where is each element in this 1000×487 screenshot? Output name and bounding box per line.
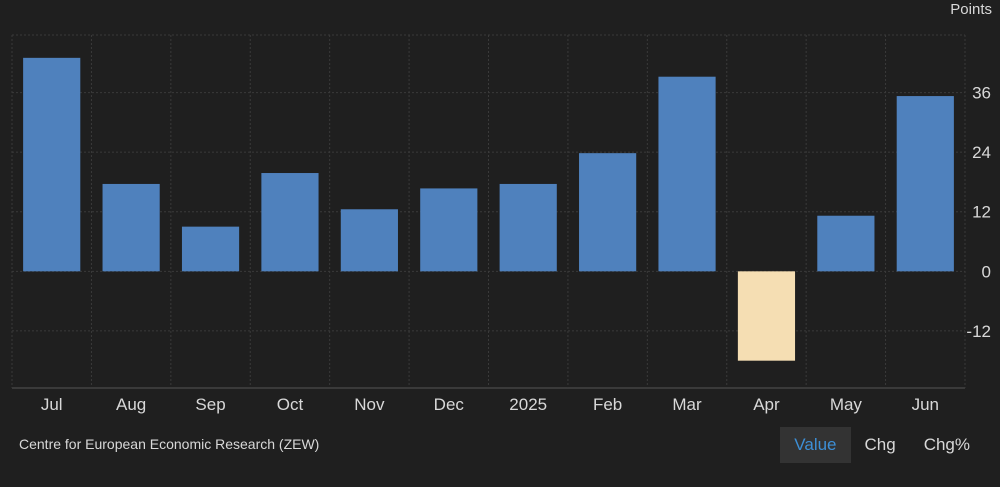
toggle-chg-button[interactable]: Chg (864, 435, 896, 454)
y-tick-label: 0 (982, 262, 991, 281)
bar-nov (340, 209, 398, 272)
y-tick-label: -12 (966, 322, 991, 341)
x-tick-label: Nov (354, 395, 385, 414)
x-tick-label: Feb (593, 395, 622, 414)
y-tick-label: 36 (972, 84, 991, 103)
x-tick-label: Dec (434, 395, 465, 414)
toggle-value-button[interactable]: Value (780, 427, 851, 463)
bar-oct (261, 173, 319, 272)
toggle-chg-pct-button[interactable]: Chg% (923, 435, 970, 454)
bar-aug (102, 183, 160, 272)
bar-jun (896, 96, 954, 272)
unit-label: Points (950, 1, 992, 18)
source-attribution: Centre for European Economic Research (Z… (19, 436, 320, 452)
bar-dec (420, 188, 478, 272)
bar-feb (579, 153, 637, 272)
y-tick-label: 12 (972, 203, 991, 222)
x-tick-label: Sep (195, 395, 225, 414)
x-tick-label: Apr (753, 395, 780, 414)
bar-may (817, 215, 875, 272)
x-tick-label: Jul (41, 395, 63, 414)
bar-apr (737, 271, 796, 361)
bar-jul (23, 57, 81, 272)
x-tick-label: Aug (116, 395, 146, 414)
chart-area: Jul Aug Sep Oct Nov Dec 2025 Feb Mar Apr May Jun -12… (11, 1, 992, 414)
bar-mar (658, 76, 716, 272)
bar-sep (181, 226, 240, 272)
x-tick-label: Mar (672, 395, 702, 414)
x-tick-label: 2025 (509, 395, 547, 414)
y-tick-label: 24 (972, 143, 991, 162)
view-toggle-group: Value Chg Chg% (780, 427, 984, 463)
x-tick-label: Oct (277, 395, 304, 414)
x-tick-label: Jun (912, 395, 939, 414)
bar-2025 (499, 183, 557, 272)
x-tick-label: May (830, 395, 863, 414)
bar-chart: Jul Aug Sep Oct Nov Dec 2025 Feb Mar Apr May Jun -12… (11, 34, 991, 414)
